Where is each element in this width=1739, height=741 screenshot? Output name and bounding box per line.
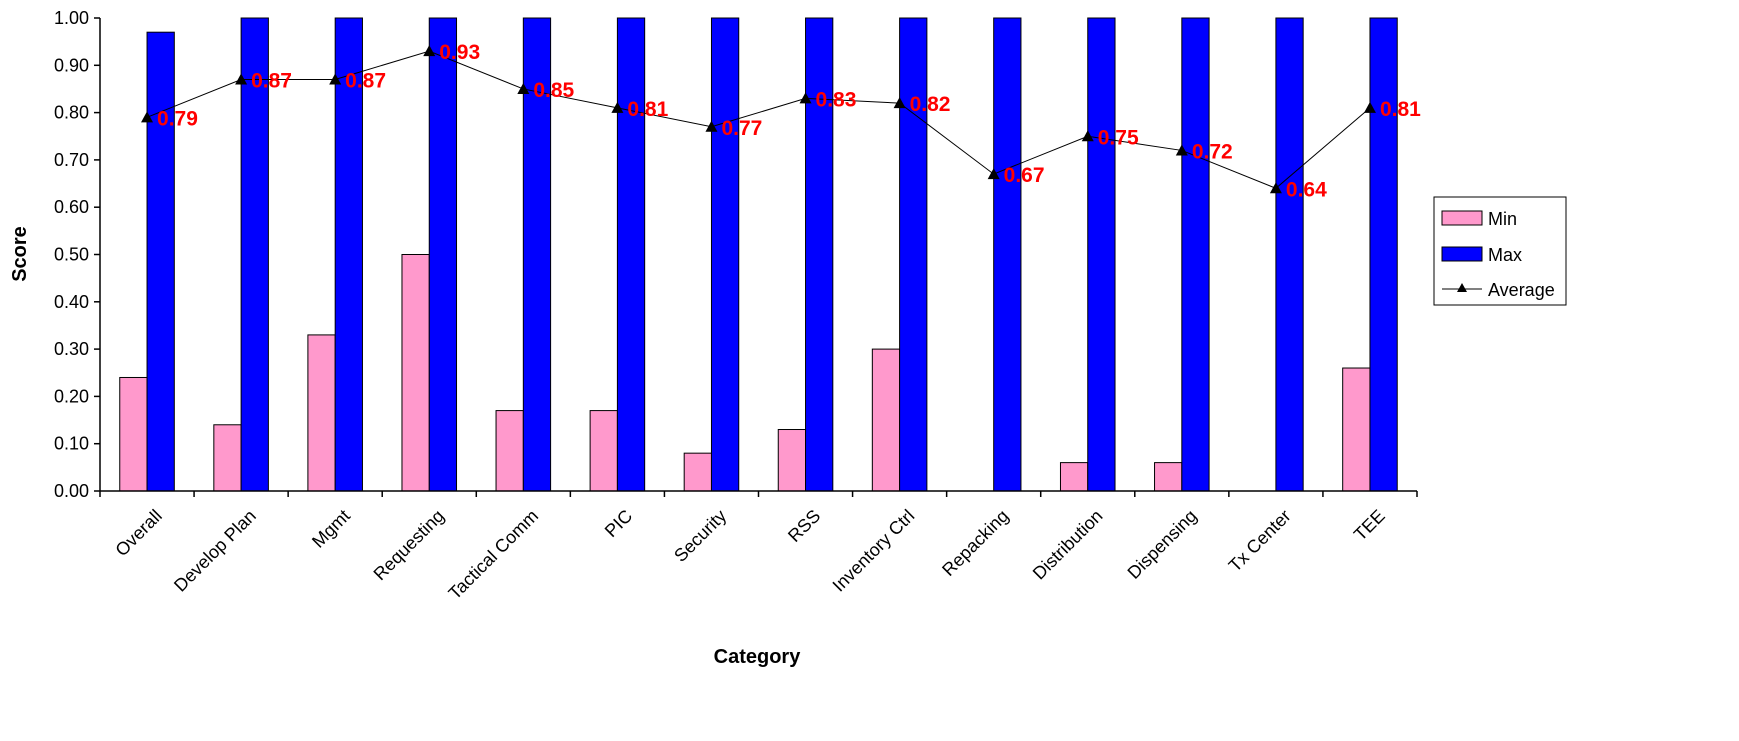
average-marker [141,111,154,123]
y-tick-label: 0.50 [54,245,89,265]
category-label: Develop Plan [170,506,260,596]
category-label: Inventory Ctrl [829,506,919,596]
category-label: Overall [111,506,165,560]
bar-max [1087,17,1116,492]
average-marker [611,101,624,113]
legend-swatch-min [1441,210,1483,226]
y-tick-label: 0.30 [54,339,89,359]
average-data-label: 0.82 [910,93,951,116]
average-data-label: 0.72 [1192,140,1233,163]
x-axis-title: Category [714,646,802,668]
average-data-label: 0.85 [533,79,574,102]
max-series-bars [146,17,1398,492]
y-tick-label: 0.90 [54,55,89,75]
average-marker [235,73,248,85]
bar-max [710,17,740,492]
bar-min [119,376,148,492]
average-marker [1363,101,1376,113]
y-tick-label: 0.10 [54,434,89,454]
average-data-label: 0.64 [1286,178,1327,201]
category-label: Security [670,506,730,566]
average-data-label: 0.81 [1380,98,1421,121]
average-marker [799,92,812,104]
bar-min [1154,462,1183,492]
legend-label-max: Max [1488,245,1522,265]
category-label: Repacking [938,506,1012,580]
category-label: Tx Center [1225,506,1295,576]
average-marker [987,168,1000,180]
average-marker [705,120,718,132]
category-label: Dispensing [1124,506,1201,583]
legend-swatch-average-marker [1457,283,1467,292]
y-tick-label: 0.80 [54,103,89,123]
average-marker [329,73,342,85]
average-data-label: 0.77 [721,117,762,140]
average-data-label: 0.75 [1098,126,1139,149]
average-marker [1269,182,1282,194]
y-tick-label: 0.00 [54,481,89,501]
average-marker [893,97,906,109]
y-tick-label: 1.00 [54,8,89,28]
average-data-labels: 0.79 0.87 0.87 0.93 0.85 0.81 0.77 0.83 0.82 0.67… [157,41,1421,201]
category-label: Tactical Comm [445,506,543,604]
average-series-line [141,45,1376,194]
bar-min [1059,462,1089,492]
bar-min [401,254,430,492]
bar-max [805,17,834,492]
bar-max [993,17,1022,492]
bar-min [1342,367,1371,492]
bar-max [1369,17,1398,492]
bar-max [899,17,928,492]
bar-min [495,410,524,492]
bar-min [307,334,336,492]
legend-label-average: Average [1488,280,1555,300]
bar-min [683,452,712,492]
average-data-label: 0.67 [1004,164,1045,187]
bar-max [240,17,269,492]
average-line-path [146,50,1371,189]
average-marker [423,45,436,57]
x-axis-ticks: Overall Develop Plan Mgmt RequestingTactica… [99,491,1418,604]
y-axis-title: Score [9,226,31,282]
category-label: PIC [601,506,636,541]
bar-min [213,424,242,492]
average-data-label: 0.79 [157,107,198,130]
legend: Min Max Average [1433,196,1567,306]
bar-max [1275,17,1304,492]
average-data-label: 0.81 [627,98,668,121]
bar-min [871,348,901,492]
bar-max [146,31,175,492]
y-tick-label: 0.20 [54,386,89,406]
min-series-bars [119,254,1371,492]
bar-max [522,17,552,492]
bar-max [428,17,458,492]
average-data-label: 0.83 [816,88,857,111]
bar-max [616,17,646,492]
legend-label-min: Min [1488,209,1517,229]
category-label: Requesting [370,506,449,585]
average-marker [1081,130,1094,142]
average-data-label: 0.87 [345,69,386,92]
y-tick-label: 0.60 [54,197,89,217]
y-tick-label: 0.70 [54,150,89,170]
category-label: RSS [784,506,824,546]
average-data-label: 0.93 [439,41,480,64]
bar-min [589,410,618,492]
category-label: TEE [1350,506,1389,545]
bar-max [1181,17,1210,492]
y-tick-label: 0.40 [54,292,89,312]
category-label: Distribution [1029,506,1107,584]
category-label: Mgmt [308,506,354,552]
average-marker [517,82,530,94]
legend-swatch-max [1441,246,1483,262]
bar-min [777,429,807,492]
y-axis-ticks: 0.00 0.10 0.20 0.30 0.40 0.50 0.60 0.70 0.80 0.90… [54,8,100,501]
average-data-label: 0.87 [251,69,292,92]
average-marker [1175,144,1188,156]
